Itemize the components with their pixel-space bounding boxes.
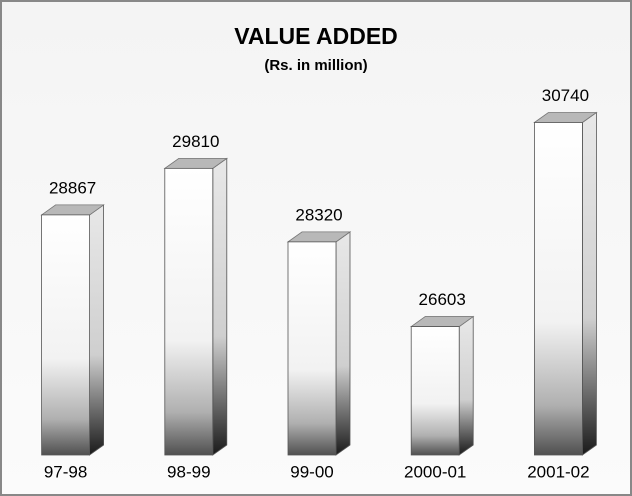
value-label: 28867	[49, 178, 96, 197]
bar-side	[89, 204, 104, 456]
value-label: 26603	[419, 290, 466, 309]
x-tick-label: 2000-01	[404, 462, 466, 481]
x-tick-label: 98-99	[167, 462, 210, 481]
bar-side	[458, 315, 474, 456]
bar-side	[212, 157, 228, 456]
bar	[164, 167, 214, 456]
bar	[410, 326, 460, 456]
bar-side	[582, 111, 597, 456]
value-label: 28320	[295, 205, 342, 224]
bar	[534, 122, 583, 456]
chart-title: VALUE ADDED	[234, 23, 398, 49]
x-tick-label: 2001-02	[527, 462, 589, 481]
bar	[41, 214, 90, 456]
value-label: 30740	[542, 86, 589, 105]
bar	[287, 241, 337, 456]
value-label: 29810	[172, 132, 219, 151]
x-tick-label: 99-00	[290, 462, 333, 481]
chart-subtitle: (Rs. in million)	[264, 57, 367, 74]
x-tick-label: 97-98	[44, 462, 87, 481]
bar-side	[335, 231, 351, 456]
